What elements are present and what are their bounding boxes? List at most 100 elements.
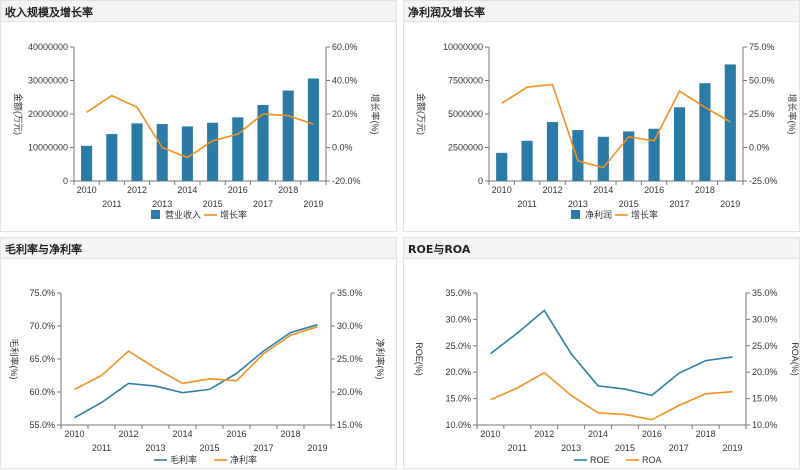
bar <box>131 123 143 181</box>
series-line <box>86 94 314 159</box>
legend-label: 增长率 <box>631 209 658 220</box>
x-tick-label: 2010 <box>77 185 97 195</box>
x-tick-label: 2013 <box>152 199 172 209</box>
x-tick-label: 2017 <box>253 443 273 453</box>
right-tick-label: 25.0% <box>337 354 363 364</box>
bar <box>232 117 244 181</box>
bar <box>546 122 559 181</box>
x-tick-label: 2014 <box>588 429 608 439</box>
x-tick-label: 2018 <box>695 185 715 195</box>
bar <box>257 104 269 181</box>
bar <box>496 152 508 181</box>
x-tick-label: 2016 <box>642 429 662 439</box>
x-tick-label: 2014 <box>172 429 192 439</box>
right-tick-label: 30.0% <box>337 321 363 331</box>
x-tick-label: 2010 <box>492 185 512 195</box>
right-tick-label: 0.0% <box>332 143 353 153</box>
left-tick-label: 25.0% <box>445 341 471 351</box>
right-tick-label: 50.0% <box>749 76 775 86</box>
legend-label: ROE <box>590 455 610 465</box>
right-tick-label: 20.0% <box>337 387 363 397</box>
bar <box>81 145 93 181</box>
legend-swatch <box>151 210 160 219</box>
x-tick-label: 2013 <box>561 443 581 453</box>
left-tick-label: 65.0% <box>29 354 55 364</box>
chart-title: ROE与ROA <box>408 243 471 256</box>
bar <box>521 140 533 181</box>
x-tick-label: 2017 <box>669 443 689 453</box>
roe-roa-chart: 35.0% 30.0% 25.0% 20.0% 15.0% 10.0% 35.0% 30.0%… <box>414 288 800 465</box>
x-tick-label: 2016 <box>228 185 248 195</box>
left-tick-label: 60.0% <box>29 387 55 397</box>
right-tick-label: 25.0% <box>752 341 778 351</box>
roe-roa-chart-panel: ROE与ROA 35.0% 30.0% 25.0% 20.0% 15.0% 10.0% 35… <box>403 237 800 469</box>
net-profit-growth-chart: 10000000 7500000 5000000 2500000 0 75.0% 50.0%… <box>416 42 798 220</box>
left-tick-label: 40000000 <box>28 42 68 52</box>
x-tick-label: 2019 <box>303 199 323 209</box>
left-tick-label: 30.0% <box>445 314 471 324</box>
left-tick-label: 10000000 <box>443 42 483 52</box>
left-tick-label: 10.0% <box>445 420 471 430</box>
right-tick-label: 35.0% <box>752 288 778 298</box>
bar <box>156 124 168 181</box>
x-tick-label: 2010 <box>480 429 500 439</box>
left-axis-title: ROE(%) <box>414 342 424 376</box>
x-tick-label: 2015 <box>199 443 219 453</box>
series-line <box>490 309 733 397</box>
bar <box>207 122 219 181</box>
bar <box>724 64 736 181</box>
legend-label: 营业收入 <box>165 209 201 220</box>
right-tick-label: 10.0% <box>752 420 778 430</box>
right-tick-label: 15.0% <box>752 394 778 404</box>
legend-label: 增长率 <box>220 209 247 220</box>
right-tick-label: 20.0% <box>752 367 778 377</box>
left-axis-title: 金额(万元) <box>416 93 427 135</box>
left-tick-label: 20.0% <box>445 367 471 377</box>
revenue-growth-chart-panel: 收入规模及增长率 40000000 30000000 20000000 1000000… <box>0 0 397 232</box>
legend-label: 毛利率 <box>170 454 197 465</box>
x-tick-label: 2018 <box>280 429 300 439</box>
legend-label: 净利润 <box>585 209 612 220</box>
margin-chart: 75.0% 70.0% 65.0% 60.0% 55.0% 35.0% 30.0% 25.0%… <box>9 288 386 465</box>
left-axis-title: 毛利率(%) <box>9 339 20 380</box>
right-tick-label: -25.0% <box>749 176 778 186</box>
left-tick-label: 30000000 <box>28 76 68 86</box>
legend-swatch <box>571 210 580 219</box>
revenue-growth-chart: 40000000 30000000 20000000 10000000 0 60.0% 40… <box>13 42 381 220</box>
x-tick-label: 2018 <box>278 185 298 195</box>
left-tick-label: 0 <box>63 176 68 186</box>
x-tick-label: 2011 <box>508 443 527 453</box>
panel-header: 收入规模及增长率 <box>1 1 396 22</box>
bar <box>106 134 118 181</box>
right-tick-label: 20.0% <box>332 109 358 119</box>
x-tick-label: 2010 <box>64 429 84 439</box>
panel-header: ROE与ROA <box>404 238 799 259</box>
left-axis-title: 金额(万元) <box>13 93 24 135</box>
x-tick-label: 2018 <box>696 429 716 439</box>
left-tick-label: 55.0% <box>29 420 55 430</box>
right-tick-label: 15.0% <box>337 420 363 430</box>
series-line <box>501 83 731 169</box>
x-tick-label: 2019 <box>720 199 740 209</box>
x-tick-label: 2017 <box>669 199 689 209</box>
x-tick-label: 2019 <box>307 443 327 453</box>
right-tick-label: -20.0% <box>332 176 361 186</box>
right-axis-title: ROA(%) <box>790 342 800 376</box>
panel-header: 毛利率与净利率 <box>1 238 396 259</box>
x-tick-label: 2016 <box>644 185 664 195</box>
x-tick-label: 2011 <box>517 199 536 209</box>
left-tick-label: 2500000 <box>448 143 483 153</box>
chart-title: 净利润及增长率 <box>408 6 485 19</box>
x-tick-label: 2011 <box>92 443 111 453</box>
bar <box>597 136 609 181</box>
x-tick-label: 2013 <box>568 199 588 209</box>
bar <box>673 107 686 181</box>
bar <box>181 126 193 181</box>
net-profit-growth-chart-panel: 净利润及增长率 10000000 7500000 5000000 2500000 0 75… <box>403 0 800 232</box>
legend-label: 净利率 <box>230 454 257 465</box>
series-line <box>490 371 733 421</box>
x-tick-label: 2012 <box>542 185 562 195</box>
right-tick-label: 0.0% <box>749 143 770 153</box>
x-tick-label: 2017 <box>253 199 273 209</box>
series-line <box>74 323 318 419</box>
